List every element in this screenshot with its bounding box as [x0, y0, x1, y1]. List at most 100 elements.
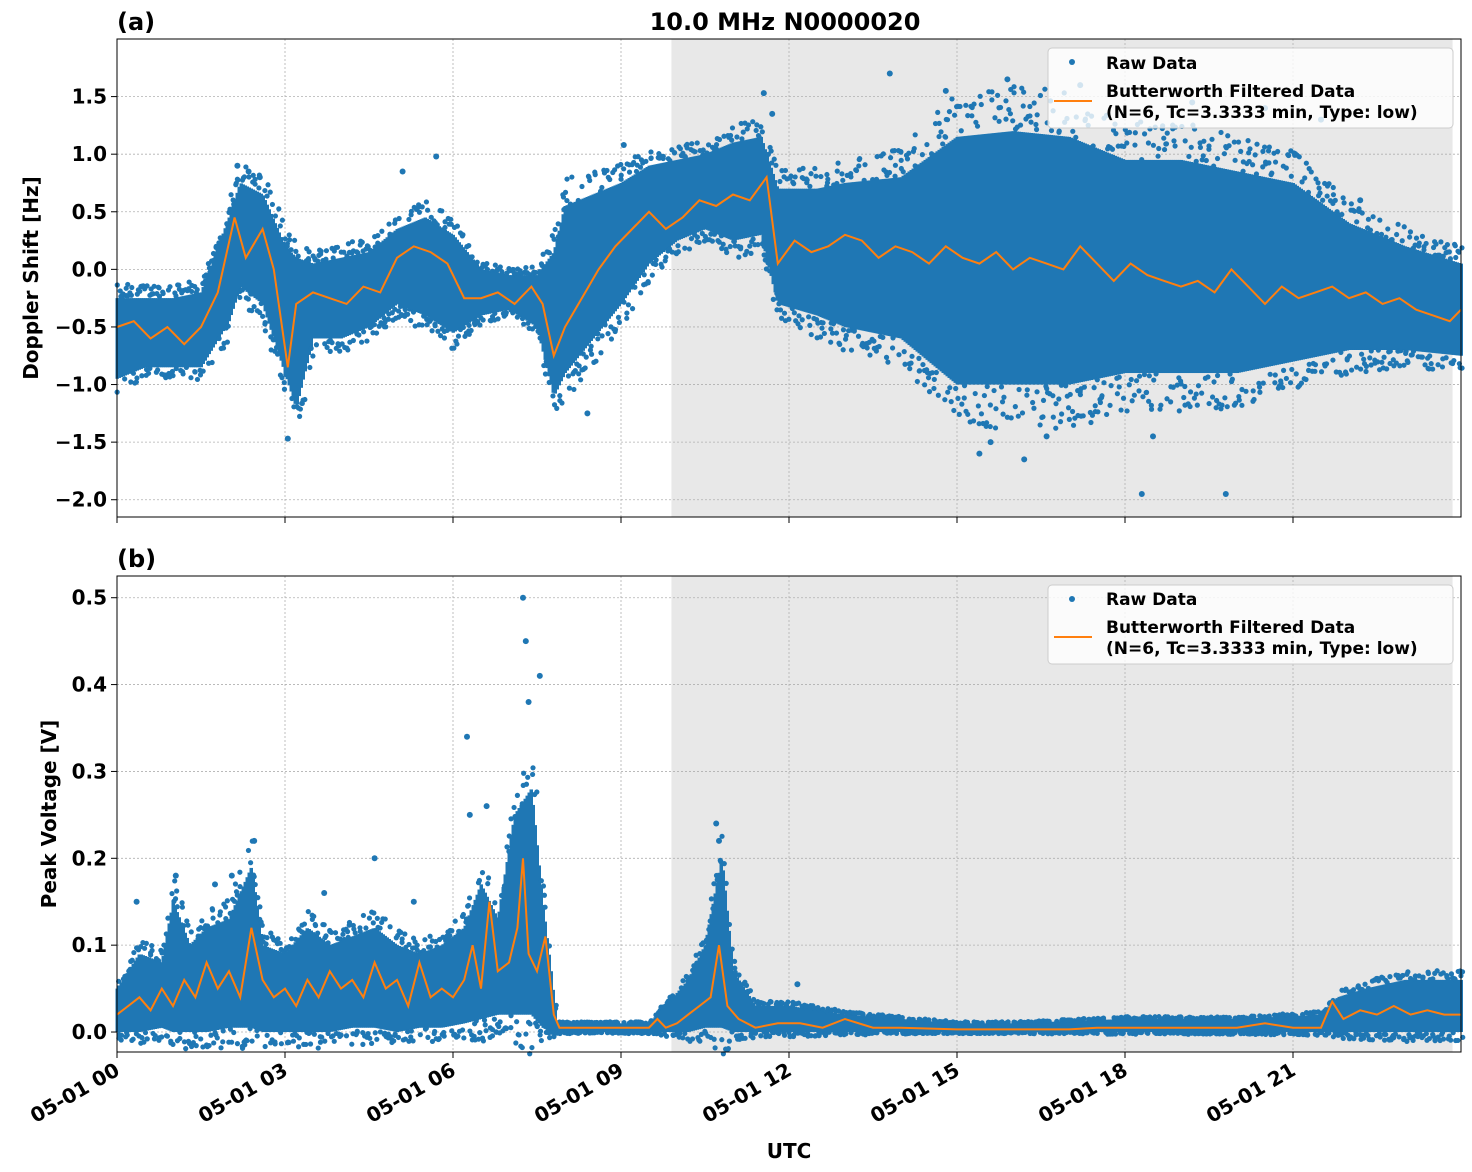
- raw-data-point: [262, 328, 268, 334]
- raw-data-band: [127, 298, 131, 374]
- raw-data-point: [677, 1030, 683, 1036]
- raw-data-point: [898, 157, 904, 163]
- raw-data-point: [583, 354, 589, 360]
- raw-data-band: [351, 255, 355, 334]
- raw-data-point: [953, 385, 959, 392]
- y-tick-label: 0.5: [72, 200, 107, 224]
- raw-data-band: [1349, 224, 1353, 350]
- raw-data-band: [1169, 159, 1173, 374]
- raw-data-band: [619, 182, 623, 304]
- raw-data-point: [395, 308, 402, 314]
- y-tick-label: 0.1: [72, 933, 107, 957]
- raw-data-band: [153, 298, 157, 368]
- raw-data-point: [808, 171, 814, 177]
- raw-data-point: [399, 168, 406, 175]
- raw-data-point: [584, 410, 591, 417]
- raw-data-band: [133, 960, 137, 1033]
- raw-data-point: [761, 1001, 767, 1007]
- raw-data-point: [511, 804, 517, 811]
- raw-data-band: [891, 178, 895, 337]
- raw-data-point: [1318, 369, 1325, 375]
- raw-data-point: [1213, 405, 1219, 411]
- raw-data-point: [926, 389, 933, 395]
- raw-data-band: [799, 188, 803, 311]
- raw-data-point: [1040, 397, 1047, 404]
- raw-data-band: [741, 140, 745, 239]
- raw-data-band: [483, 270, 487, 315]
- raw-data-point: [245, 847, 252, 854]
- raw-data-point: [449, 1028, 455, 1034]
- y-tick-label: 1.0: [72, 142, 107, 166]
- raw-data-band: [827, 186, 831, 321]
- raw-data-band: [251, 189, 255, 297]
- raw-data-point: [530, 765, 536, 771]
- raw-data-point: [277, 223, 283, 229]
- raw-data-band: [1189, 1018, 1193, 1033]
- raw-data-band: [1411, 248, 1415, 351]
- raw-data-point: [276, 206, 282, 212]
- raw-data-point: [1176, 408, 1182, 414]
- raw-data-band: [531, 275, 535, 325]
- raw-data-point: [1048, 127, 1055, 134]
- raw-data-band: [1319, 1014, 1323, 1033]
- raw-data-band: [1301, 190, 1305, 360]
- raw-data-band: [521, 801, 525, 1015]
- raw-data-point: [1126, 382, 1132, 388]
- raw-data-band: [131, 298, 135, 373]
- raw-data-band: [149, 958, 153, 1030]
- y-tick-label: −0.5: [55, 315, 107, 339]
- raw-data-point: [466, 811, 473, 818]
- y-ticks-a: −2.0−1.5−1.0−0.50.00.51.01.5: [55, 85, 117, 512]
- raw-data-band: [893, 1018, 897, 1033]
- raw-data-point: [1206, 400, 1212, 407]
- raw-data-band: [955, 136, 959, 385]
- raw-data-point: [686, 246, 693, 252]
- raw-data-point: [149, 943, 155, 949]
- raw-data-point: [754, 122, 760, 128]
- raw-data-point: [141, 1039, 147, 1045]
- raw-data-point: [482, 1022, 488, 1028]
- raw-data-point: [851, 328, 857, 334]
- raw-data-point: [1021, 89, 1027, 95]
- raw-data-point: [931, 385, 937, 392]
- raw-data-band: [1375, 234, 1379, 350]
- raw-data-point: [252, 181, 258, 187]
- raw-data-point: [340, 931, 346, 937]
- raw-data-point: [1124, 140, 1130, 146]
- raw-data-band: [1015, 131, 1019, 385]
- raw-data-point: [1008, 415, 1014, 421]
- raw-data-point: [124, 1032, 130, 1038]
- raw-data-band: [599, 191, 603, 329]
- raw-data-band: [335, 258, 339, 339]
- raw-data-point: [683, 973, 689, 980]
- raw-data-band: [283, 246, 287, 374]
- raw-data-point: [552, 226, 558, 233]
- raw-data-band: [1323, 206, 1327, 355]
- raw-data-band: [763, 149, 767, 252]
- raw-data-band: [1145, 159, 1149, 374]
- raw-data-band: [943, 1022, 947, 1033]
- raw-data-band: [1375, 986, 1379, 1033]
- raw-data-point: [371, 321, 377, 328]
- raw-data-point: [753, 127, 759, 134]
- raw-data-band: [517, 275, 521, 316]
- raw-data-band: [953, 1023, 957, 1033]
- raw-data-band: [201, 931, 205, 1033]
- raw-data-band: [415, 952, 419, 1029]
- raw-data-point: [1443, 355, 1449, 361]
- raw-data-point: [675, 243, 681, 249]
- raw-data-point: [1161, 135, 1167, 141]
- raw-data-band: [969, 1023, 973, 1033]
- raw-data-point: [290, 1038, 297, 1044]
- raw-data-band: [1299, 1015, 1303, 1033]
- raw-data-band: [733, 974, 737, 1033]
- raw-data-band: [545, 938, 549, 1030]
- y-tick-label: −2.0: [55, 488, 107, 512]
- raw-data-band: [1399, 244, 1403, 350]
- raw-data-band: [1253, 175, 1257, 370]
- raw-data-point: [1164, 396, 1170, 402]
- raw-data-point: [328, 929, 334, 936]
- raw-data-band: [291, 944, 295, 1033]
- raw-data-point: [139, 373, 145, 379]
- raw-data-band: [707, 924, 711, 1028]
